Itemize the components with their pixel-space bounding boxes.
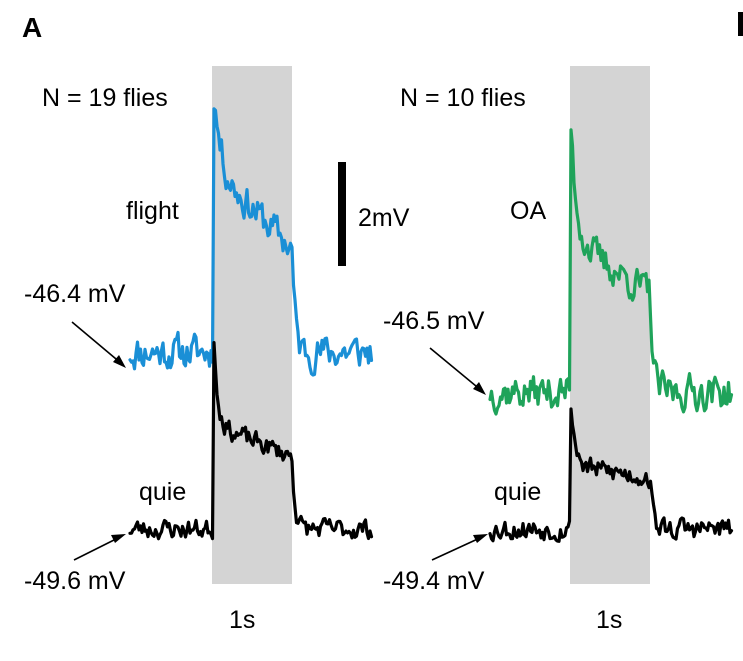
n-flies-label-left: N = 19 flies — [42, 84, 168, 112]
scale-bar-line — [338, 162, 346, 266]
series-label-quie-left: quie — [139, 478, 186, 506]
scale-bar: 2mV — [338, 162, 410, 266]
series-label-quie-right: quie — [494, 478, 541, 506]
stimulus-duration-label-left: 1s — [229, 606, 255, 634]
baseline-label-quie-left: -49.6 mV — [24, 567, 126, 595]
stimulus-bar-left — [212, 66, 292, 584]
baseline-label-quie-right: -49.4 mV — [383, 567, 485, 595]
scale-bar-label: 2mV — [358, 204, 410, 232]
trace-quie-left — [128, 341, 374, 541]
next-panel-letter-edge — [738, 12, 743, 36]
left-panel: N = 19 flies flight quie -46.4 mV -49.6 … — [24, 66, 374, 634]
stimulus-duration-label-right: 1s — [596, 606, 622, 634]
panel-label: A — [22, 12, 42, 43]
arrow-flight-baseline — [71, 321, 126, 368]
trace-quie-right — [488, 407, 734, 543]
arrow-oa-baseline — [429, 347, 486, 395]
n-flies-label-right: N = 10 flies — [400, 84, 526, 112]
arrow-quie-baseline-right — [431, 534, 488, 561]
arrow-quie-baseline-left — [73, 534, 126, 561]
series-label-flight: flight — [126, 197, 179, 225]
trace-oa — [488, 128, 734, 416]
right-panel: N = 10 flies OA quie -46.5 mV -49.4 mV 1… — [383, 66, 734, 634]
baseline-label-oa: -46.5 mV — [383, 307, 485, 335]
trace-flight — [128, 107, 374, 377]
baseline-label-flight: -46.4 mV — [24, 280, 126, 308]
series-label-oa: OA — [510, 197, 546, 225]
stimulus-bar-right — [570, 66, 650, 584]
